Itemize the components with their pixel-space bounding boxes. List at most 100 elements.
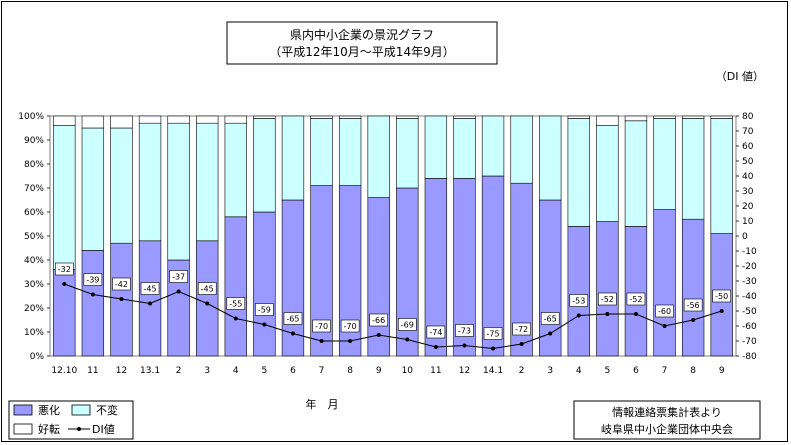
y2-tick-label: 30 [742,187,754,197]
x-tick-label: 5 [262,366,268,376]
y-tick-label: 100% [18,112,44,122]
x-tick-label: 14.1 [483,366,503,376]
y-tick-label: 70% [24,184,44,194]
x-tick-label: 11 [430,366,441,376]
y-tick-label: 60% [24,208,44,218]
y2-tick-label: 80 [742,112,754,122]
di-data-label: -52 [601,295,614,304]
bar-segment-2 [253,118,276,213]
di-data-label: -66 [372,316,385,325]
di-label-box [512,322,531,336]
di-data-label: -32 [58,265,71,274]
x-tick-label: 12 [459,366,470,376]
bar-segment-2 [338,118,362,186]
di-point [576,313,581,318]
source-box [573,400,761,440]
di-point [233,316,238,321]
bar-segment-1 [224,216,247,357]
bar-segment-3 [624,115,648,122]
bar-segment-2 [539,115,562,201]
di-data-label: -56 [687,301,700,310]
di-point [376,333,381,337]
di-label-box [483,327,503,340]
bar-segment-3 [453,115,476,119]
bar-segment-3 [138,115,162,124]
di-label-box [54,262,74,276]
x-tick-label: 6 [633,366,639,376]
chart-title: 県内中小企業の景況グラフ [290,27,434,42]
plot-area [49,115,737,357]
bar-segment-3 [53,115,76,126]
legend-swatch-worse [13,404,33,416]
bar-segment-3 [396,115,419,119]
legend-label-worse: 悪化 [38,403,60,417]
legend-marker-di [77,427,81,431]
bar-segment-2 [510,115,533,184]
x-tick-label: 4 [576,366,582,376]
di-point [205,301,210,306]
bar-segment-2 [710,118,733,234]
bar-segment-2 [224,122,247,218]
bar-segment-1 [624,226,648,357]
y2-tick-label: -20 [742,262,757,272]
y2-tick-label: -60 [742,322,757,332]
di-data-label: -60 [658,307,671,316]
x-tick-label: 2 [176,366,182,376]
bar-segment-1 [196,240,219,357]
source-line-2: 岐阜県中小企業団体中央会 [601,422,733,436]
di-label-box [683,298,703,312]
di-label-box [626,292,646,306]
di-label-box [283,312,303,325]
x-tick-label: 8 [347,366,353,376]
di-point [433,345,438,349]
x-tick-label: 7 [662,366,668,376]
di-label-box [598,292,617,306]
di-point [62,282,67,286]
bar-segment-3 [596,115,619,126]
di-data-label: -74 [429,328,442,337]
y2-tick-label: -70 [742,337,757,347]
y-tick-label: 40% [24,256,44,266]
x-tick-label: 12.10 [51,366,77,376]
x-tick-label: 7 [319,366,325,376]
bar-segment-2 [424,115,448,179]
y-tick-label: 90% [24,136,44,146]
legend: 悪化 不変 好転 DI値 [8,400,134,440]
di-label-box [712,289,732,303]
y-tick-label: 80% [24,160,44,170]
x-tick-label: 2 [519,366,525,376]
di-label-box [340,319,360,333]
x-tick-label: 11 [87,366,98,376]
bar-segment-2 [310,118,333,186]
di-point [519,342,524,346]
legend-label-better: 好転 [38,422,60,436]
di-data-label: -45 [201,285,214,294]
di-point [462,343,467,348]
di-label-box [569,294,589,307]
x-tick-label: 8 [690,366,696,376]
di-data-label: -53 [572,297,585,306]
di-label-box [397,318,417,331]
di-data-label: -37 [172,273,185,282]
legend-label-same: 不変 [96,403,118,417]
bar-segment-3 [81,115,105,129]
y2-tick-label: 10 [742,217,754,227]
y2-tick-label: -40 [742,292,757,302]
x-tick-label: 3 [547,366,553,376]
di-label-box [369,313,389,327]
y2-tick-label: -50 [742,307,757,317]
di-point [633,312,638,316]
bar-segment-3 [681,115,705,119]
bar-segment-1 [253,211,276,357]
y-tick-label: 10% [24,328,44,338]
di-line [64,283,722,350]
di-data-label: -75 [487,330,500,339]
di-data-label: -65 [286,315,299,324]
x-tick-label: 5 [605,366,611,376]
y2-tick-label: 40 [742,172,754,182]
bar-segment-2 [367,115,390,198]
x-tick-label: 6 [290,366,296,376]
di-data-label: -55 [229,300,242,309]
di-point [719,309,724,313]
